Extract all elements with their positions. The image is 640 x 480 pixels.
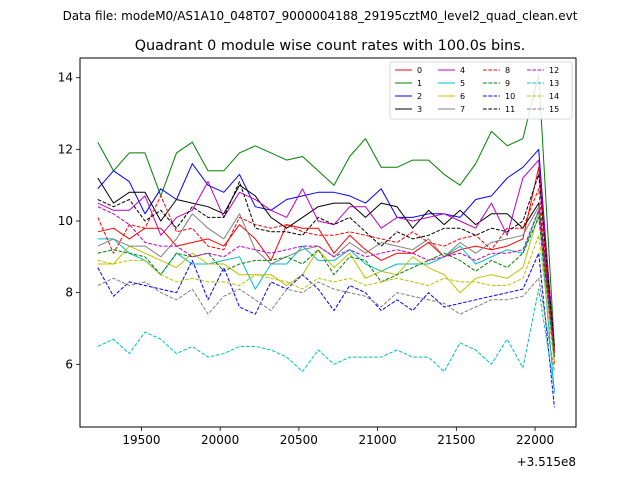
x-tick-label: 20500 bbox=[280, 433, 318, 447]
series-line-1 bbox=[97, 73, 555, 347]
series-line-0 bbox=[97, 166, 555, 365]
x-tick-label: 19500 bbox=[122, 433, 160, 447]
series-line-13 bbox=[97, 288, 555, 390]
x-tick-label: 21500 bbox=[437, 433, 475, 447]
series-layer bbox=[97, 73, 555, 408]
legend-label-13: 13 bbox=[549, 79, 559, 88]
legend-label-0: 0 bbox=[417, 66, 422, 75]
legend-label-14: 14 bbox=[549, 92, 559, 101]
x-tick-label: 21000 bbox=[359, 433, 397, 447]
legend-label-12: 12 bbox=[549, 66, 559, 75]
series-line-4 bbox=[97, 159, 555, 347]
y-tick-label: 12 bbox=[58, 142, 73, 156]
legend-frame bbox=[389, 61, 573, 120]
series-line-6 bbox=[97, 213, 555, 361]
legend-label-3: 3 bbox=[417, 105, 422, 114]
legend-label-6: 6 bbox=[460, 92, 465, 101]
legend-label-8: 8 bbox=[505, 66, 510, 75]
x-axis-offset-label: +3.515e8 bbox=[517, 455, 576, 469]
legend-label-7: 7 bbox=[460, 105, 465, 114]
legend-label-1: 1 bbox=[417, 79, 422, 88]
series-line-5 bbox=[97, 209, 555, 394]
legend-label-15: 15 bbox=[549, 105, 559, 114]
y-tick-label: 8 bbox=[65, 286, 73, 300]
series-line-11 bbox=[97, 173, 555, 347]
legend-label-11: 11 bbox=[505, 105, 515, 114]
legend-label-4: 4 bbox=[460, 66, 465, 75]
legend-label-2: 2 bbox=[417, 92, 422, 101]
chart-title: Quadrant 0 module wise count rates with … bbox=[135, 38, 526, 54]
y-tick-label: 14 bbox=[58, 71, 73, 85]
chart-suptitle: Data file: modeM0/AS1A10_048T07_90000041… bbox=[63, 9, 578, 23]
legend-label-10: 10 bbox=[505, 92, 515, 101]
plot-area-frame bbox=[79, 57, 577, 428]
series-line-14 bbox=[97, 234, 555, 365]
series-line-2 bbox=[97, 148, 555, 354]
legend-label-9: 9 bbox=[505, 79, 510, 88]
y-tick-label: 6 bbox=[65, 357, 73, 371]
series-line-3 bbox=[97, 177, 555, 351]
x-tick-label: 22000 bbox=[516, 433, 554, 447]
legend-label-5: 5 bbox=[460, 79, 465, 88]
series-line-8 bbox=[97, 188, 555, 354]
y-tick-label: 10 bbox=[58, 214, 73, 228]
x-tick-label: 20000 bbox=[201, 433, 239, 447]
series-line-12 bbox=[97, 206, 555, 351]
series-line-9 bbox=[97, 216, 555, 358]
